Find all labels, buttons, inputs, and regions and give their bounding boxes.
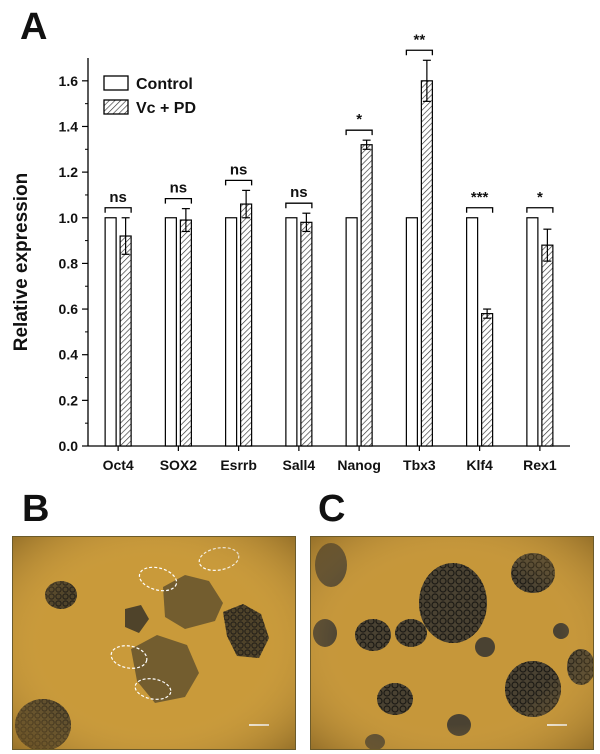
bar-control	[405, 217, 418, 447]
x-tick-label: Rex1	[523, 457, 557, 473]
x-tick-label: Oct4	[103, 457, 134, 473]
significance-label: **	[414, 31, 426, 48]
y-tick-label: 0.4	[59, 347, 79, 363]
significance-bracket	[224, 179, 253, 186]
y-tick-label: 1.6	[59, 73, 79, 89]
significance-label: *	[537, 189, 543, 206]
significance-bracket	[465, 207, 494, 213]
x-tick-label: Esrrb	[220, 457, 257, 473]
bar-vc-pd	[541, 244, 554, 447]
significance-bracket	[164, 197, 193, 204]
y-tick-label: 1.4	[59, 118, 79, 134]
micrograph-c	[310, 536, 594, 750]
bar-vc-pd	[179, 219, 192, 447]
bar-vc-pd	[360, 144, 373, 447]
significance-bracket	[285, 202, 313, 209]
bar-control	[164, 217, 177, 447]
x-tick-label: Nanog	[337, 457, 381, 473]
bar-control	[526, 217, 539, 447]
bar-control	[104, 217, 117, 447]
bar-control	[285, 217, 298, 447]
y-tick-label: 0.8	[59, 255, 79, 271]
bar-control	[225, 217, 238, 447]
legend-label: Vc + PD	[136, 100, 196, 117]
significance-label: ns	[170, 180, 188, 197]
x-tick-label: Sall4	[283, 457, 316, 473]
y-tick-label: 1.0	[59, 210, 79, 226]
bar-vc-pd	[240, 203, 253, 447]
bar-vc-pd	[420, 80, 433, 447]
bar-vc-pd	[119, 235, 132, 447]
bar-control	[466, 217, 479, 447]
bar-vc-pd	[300, 221, 313, 447]
x-tick-label: Klf4	[466, 457, 493, 473]
legend-swatch	[103, 75, 129, 91]
bar-control	[345, 217, 358, 447]
y-tick-label: 0.2	[59, 392, 79, 408]
significance-label: ns	[290, 184, 308, 201]
bar-vc-pd	[481, 313, 494, 447]
y-tick-label: 1.2	[59, 164, 79, 180]
x-tick-label: SOX2	[160, 457, 198, 473]
panel-label-c: C	[318, 488, 346, 530]
significance-label: *	[356, 111, 362, 128]
significance-label: ***	[471, 189, 489, 206]
significance-label: ns	[230, 161, 248, 178]
significance-label: ns	[109, 189, 127, 206]
bar-chart: 0.0 0.2 0.4 0.6 0.8 1.0 1.2 1.4 1.6 Relative expr…	[11, 31, 570, 473]
significance-bracket	[104, 207, 132, 213]
significance-bracket	[405, 49, 434, 56]
y-tick-label: 0.0	[59, 438, 79, 454]
y-axis-label: Relative expression	[11, 173, 32, 351]
legend-swatch	[103, 99, 129, 115]
significance-bracket	[526, 207, 554, 213]
y-tick-label: 0.6	[59, 301, 79, 317]
panel-label-b: B	[22, 488, 50, 530]
legend-label: Control	[136, 76, 193, 93]
significance-bracket	[345, 129, 373, 136]
panel-label-a: A	[20, 6, 48, 48]
micrograph-b	[12, 536, 296, 750]
x-tick-label: Tbx3	[403, 457, 436, 473]
